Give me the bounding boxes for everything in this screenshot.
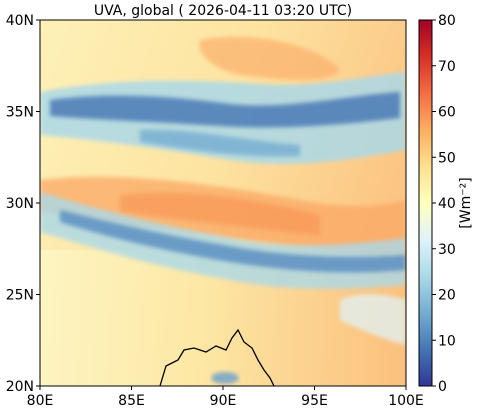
y-tick-label: 35N (6, 105, 34, 121)
north-cloud-core-2 (140, 129, 300, 157)
north-cloud-core (50, 92, 400, 128)
y-tick-label: 30N (6, 196, 34, 212)
y-axis: 20N 25N 30N 35N 40N (6, 13, 40, 395)
coastline (159, 328, 275, 386)
colorbar-tick-label: 70 (438, 59, 456, 75)
colorbar-tick-label: 80 (438, 13, 456, 29)
colorbar-tick-label: 20 (438, 288, 456, 304)
south-cloud-core (60, 210, 406, 273)
colorbar-tick-label: 10 (438, 333, 456, 349)
x-tick-label: 90E (210, 393, 237, 409)
x-tick-label: 85E (118, 393, 145, 409)
colorbar-tick-label: 60 (438, 105, 456, 121)
x-axis: 80E 85E 90E 95E 100E (27, 386, 424, 409)
clear-sky-band-core (120, 192, 320, 235)
southeast-cloud-patch (340, 294, 406, 345)
colorbar-tick-label: 40 (438, 196, 456, 212)
y-tick-label: 40N (6, 13, 34, 29)
north-warm-patch (199, 36, 340, 80)
colorbar-tick-label: 50 (438, 150, 456, 166)
x-tick-label: 80E (27, 393, 54, 409)
x-tick-label: 100E (388, 393, 424, 409)
x-tick-label: 95E (301, 393, 328, 409)
map-plot-area (40, 20, 406, 386)
y-tick-label: 20N (6, 379, 34, 395)
colorbar-tick-label: 30 (438, 242, 456, 258)
map-title: UVA, global ( 2026-04-11 03:20 UTC) (94, 3, 352, 19)
colorbar-ticks: 0 10 20 30 40 50 60 70 80 (432, 13, 456, 395)
colorbar-label: [Wm⁻²] (458, 177, 474, 228)
south-cloud-spot (211, 372, 239, 384)
colorbar-tick-label: 0 (438, 379, 447, 395)
y-tick-label: 25N (6, 288, 34, 304)
colorbar (418, 19, 433, 387)
